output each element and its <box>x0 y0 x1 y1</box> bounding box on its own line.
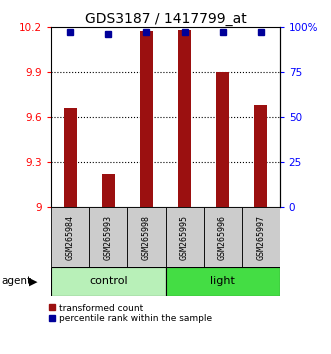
Bar <box>127 207 166 267</box>
Bar <box>51 267 166 296</box>
Bar <box>140 31 153 207</box>
Text: light: light <box>210 276 235 286</box>
Legend: transformed count, percentile rank within the sample: transformed count, percentile rank withi… <box>49 304 212 324</box>
Bar <box>204 207 242 267</box>
Bar <box>51 207 89 267</box>
Text: ▶: ▶ <box>29 276 37 286</box>
Text: GSM265993: GSM265993 <box>104 215 113 260</box>
Bar <box>166 207 204 267</box>
Bar <box>102 174 115 207</box>
Bar <box>166 267 280 296</box>
Text: GSM265984: GSM265984 <box>66 215 75 260</box>
Text: GDS3187 / 1417799_at: GDS3187 / 1417799_at <box>85 12 246 27</box>
Text: GSM265995: GSM265995 <box>180 215 189 260</box>
Text: agent: agent <box>2 276 32 286</box>
Bar <box>64 108 77 207</box>
Text: GSM265996: GSM265996 <box>218 215 227 260</box>
Text: GSM265997: GSM265997 <box>256 215 265 260</box>
Bar <box>178 29 191 207</box>
Bar <box>242 207 280 267</box>
Bar <box>89 207 127 267</box>
Text: control: control <box>89 276 128 286</box>
Bar <box>216 72 229 207</box>
Bar <box>254 105 267 207</box>
Text: GSM265998: GSM265998 <box>142 215 151 260</box>
